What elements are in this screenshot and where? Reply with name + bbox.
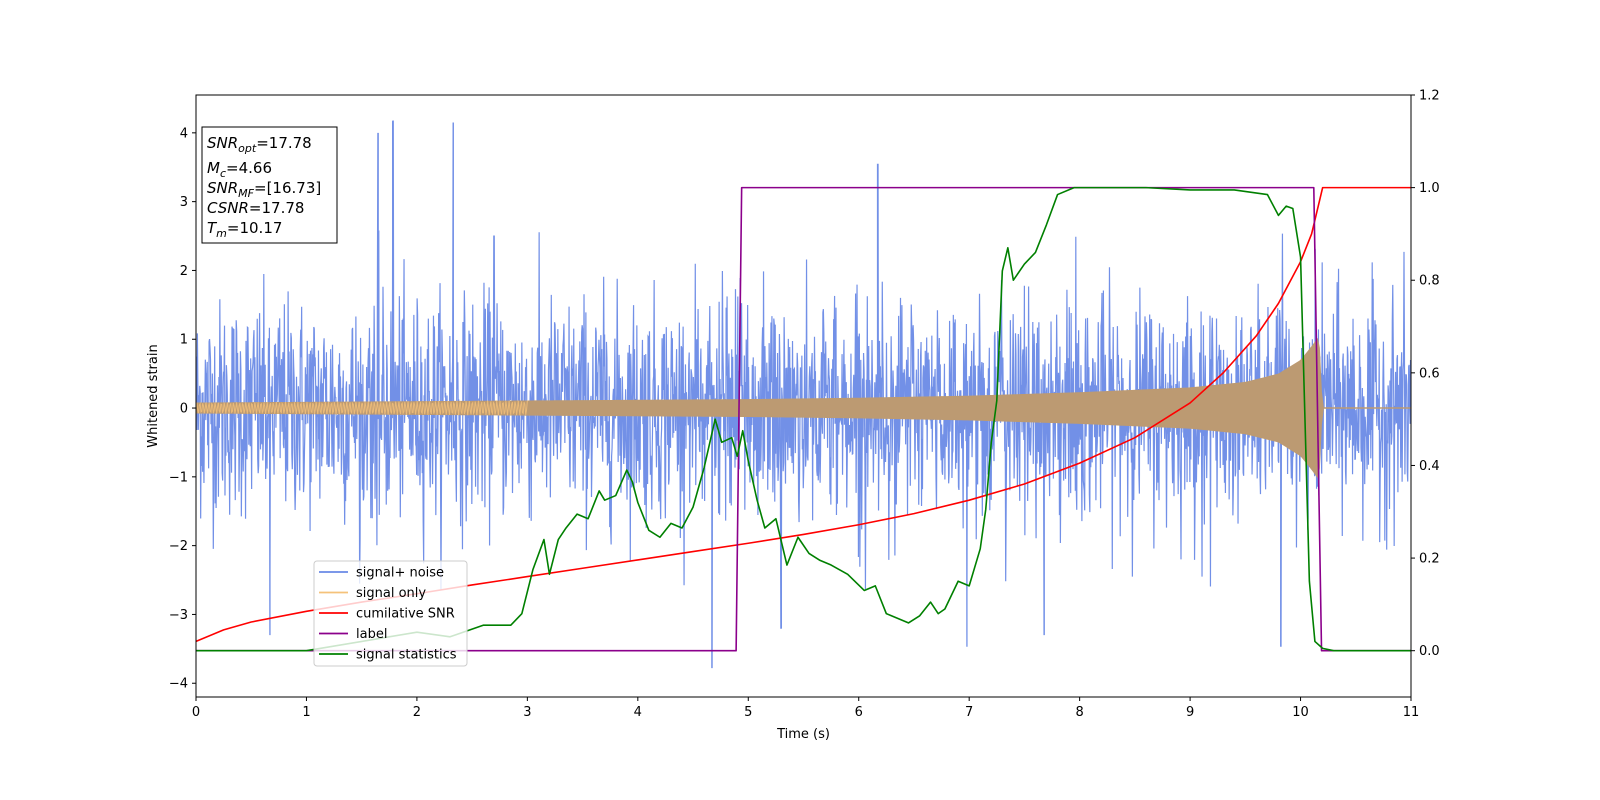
annotation-line: Mc=4.66 — [207, 159, 272, 180]
noise-series-layer — [196, 120, 1411, 669]
y2-tick-label: 0.2 — [1419, 552, 1440, 567]
signal-plus-noise-line — [196, 120, 1411, 669]
signal-series-layer — [196, 337, 1411, 479]
x-tick-label: 1 — [302, 705, 310, 720]
x-tick-label: 10 — [1292, 705, 1309, 720]
annotation-frame — [201, 126, 338, 244]
legend-label: cumilative SNR — [356, 607, 455, 622]
y2-tick-label: 0.4 — [1419, 459, 1440, 474]
y-tick-label: 4 — [180, 126, 188, 141]
x-tick-label: 4 — [634, 705, 642, 720]
plot-frame — [195, 94, 1412, 698]
x-tick-label: 5 — [744, 705, 752, 720]
legend-frame — [313, 560, 468, 667]
x-tick-label: 3 — [523, 705, 531, 720]
annotation-line: CSNR=17.78 — [207, 199, 304, 217]
x-tick-label: 9 — [1186, 705, 1194, 720]
y2-tick-label: 0.6 — [1419, 366, 1440, 381]
legend-label: label — [356, 627, 387, 642]
x-tick-label: 7 — [965, 705, 973, 720]
legend: signal+ noise signal only cumilative SNR la… — [313, 560, 468, 667]
signal-only-line — [196, 400, 528, 416]
annotation-line: SNRMF=[16.73] — [207, 179, 321, 200]
legend-label: signal statistics — [356, 648, 457, 663]
legend-label: signal+ noise — [356, 566, 444, 581]
y-tick-label: −3 — [169, 608, 188, 623]
y2-tick-label: 1.0 — [1419, 181, 1440, 196]
signal-statistics-line — [196, 186, 1411, 652]
y-tick-label: −1 — [169, 470, 188, 485]
axes-layer: 0 1 2 3 4 5 6 7 8 9 10 1143210−1−2−3−41.21.00.80.60… — [169, 89, 1440, 721]
y2-tick-label: 0.8 — [1419, 274, 1440, 289]
signal-only-band — [196, 337, 1411, 479]
y-tick-label: 3 — [180, 195, 188, 210]
x-tick-label: 8 — [1075, 705, 1083, 720]
legend-label: signal only — [356, 586, 426, 601]
y2-tick-label: 0.0 — [1419, 644, 1440, 659]
x-tick-label: 2 — [413, 705, 421, 720]
annotation-line: SNRopt=17.78 — [207, 134, 312, 155]
y-tick-label: 0 — [180, 402, 188, 417]
x-tick-label: 11 — [1403, 705, 1420, 720]
x-tick-label: 6 — [855, 705, 863, 720]
annotation-box: SNRopt=17.78 Mc=4.66SNRMF=[16.73]CSNR=17.… — [201, 126, 338, 244]
y-axis-label: Whitened strain — [146, 344, 161, 447]
x-tick-label: 0 — [192, 705, 200, 720]
y-tick-label: −4 — [169, 677, 188, 692]
y-tick-label: 1 — [180, 333, 188, 348]
annotation-line: Tm=10.17 — [207, 219, 282, 240]
y-tick-label: 2 — [180, 264, 188, 279]
x-axis-label: Time (s) — [776, 727, 830, 742]
y2-tick-label: 1.2 — [1419, 89, 1440, 104]
y-tick-label: −2 — [169, 539, 188, 554]
